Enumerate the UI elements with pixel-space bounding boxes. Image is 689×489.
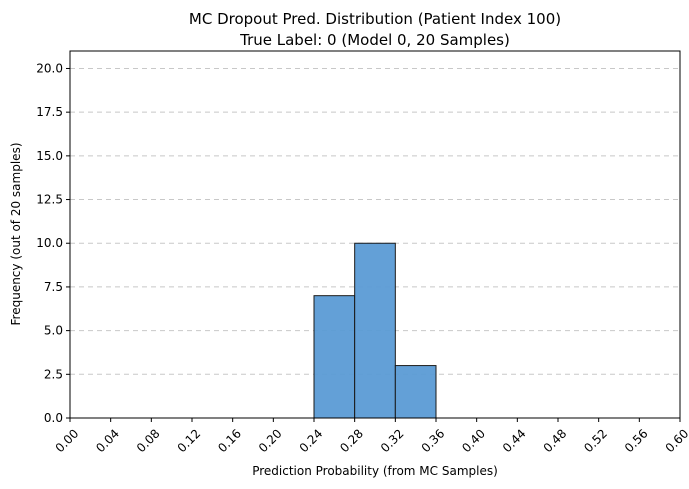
x-tick-label: 0.28 (337, 426, 366, 455)
x-axis-ticks: 0.00 0.04 0.08 0.12 0.16 0.20 0.24 0.28 0.32 0.36… (53, 418, 689, 455)
y-gridlines (70, 67, 680, 419)
y-tick-label: 5.0 (44, 324, 63, 338)
plot-frame (69, 50, 681, 419)
x-tick-label: 0.56 (622, 426, 651, 455)
x-tick-label: 0.52 (581, 426, 610, 455)
x-tick-label: 0.60 (663, 426, 689, 455)
histogram-bar (313, 295, 356, 419)
x-tick-label: 0.44 (500, 426, 529, 455)
x-axis-label: Prediction Probability (from MC Samples) (252, 464, 498, 478)
x-tick-label: 0.12 (175, 426, 204, 455)
y-axis-ticks: 0.0 2.5 5.0 7.5 10.0 12.5 15.0 17.5 20.0 (36, 61, 70, 425)
y-tick-label: 20.0 (36, 61, 63, 75)
chart-title-line2: True Label: 0 (Model 0, 20 Samples) (239, 31, 510, 49)
x-tick-label: 0.32 (378, 426, 407, 455)
x-tick-label: 0.16 (215, 426, 244, 455)
histogram-bars (313, 242, 437, 419)
x-tick-label: 0.20 (256, 426, 285, 455)
y-tick-label: 15.0 (36, 149, 63, 163)
x-tick-label: 0.36 (419, 426, 448, 455)
y-tick-label: 17.5 (36, 105, 63, 119)
y-tick-label: 10.0 (36, 236, 63, 250)
y-tick-label: 2.5 (44, 367, 63, 381)
histogram-bar (394, 365, 437, 419)
x-tick-label: 0.08 (134, 426, 163, 455)
x-tick-label: 0.04 (93, 426, 122, 455)
x-tick-label: 0.00 (53, 426, 82, 455)
x-tick-label: 0.40 (459, 426, 488, 455)
chart-title-line1: MC Dropout Pred. Distribution (Patient I… (189, 10, 561, 28)
histogram-bar (354, 242, 396, 419)
y-axis-label: Frequency (out of 20 samples) (9, 143, 23, 326)
x-tick-label: 0.24 (297, 426, 326, 455)
x-tick-label: 0.48 (541, 426, 570, 455)
y-tick-label: 0.0 (44, 411, 63, 425)
y-tick-label: 7.5 (44, 280, 63, 294)
y-tick-label: 12.5 (36, 193, 63, 207)
